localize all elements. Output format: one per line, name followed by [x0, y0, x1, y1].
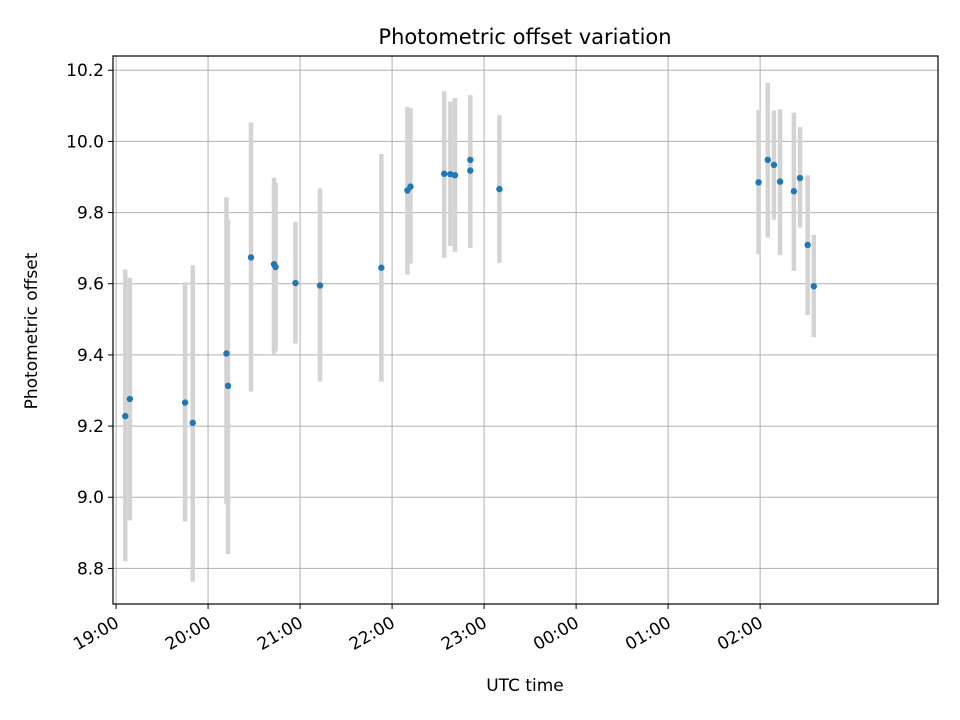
data-point — [126, 395, 134, 403]
data-points — [122, 156, 817, 427]
chart-title: Photometric offset variation — [378, 25, 671, 49]
x-axis-title: UTC time — [486, 676, 564, 696]
y-tick-label: 8.8 — [77, 559, 104, 579]
data-point — [441, 170, 448, 177]
y-tick-label: 10.2 — [66, 61, 104, 81]
data-point — [467, 167, 474, 174]
data-point — [316, 282, 324, 289]
data-point — [796, 174, 804, 182]
data-point — [181, 399, 189, 406]
data-point — [407, 183, 414, 190]
data-point — [223, 350, 230, 357]
data-point — [764, 156, 771, 164]
data-point — [804, 241, 811, 249]
y-tick-label: 9.0 — [77, 488, 104, 508]
data-point — [224, 382, 232, 390]
y-tick-label: 9.8 — [77, 204, 104, 224]
data-point — [189, 419, 196, 427]
data-point — [770, 161, 778, 169]
data-point — [378, 264, 385, 271]
y-tick-label: 10.0 — [66, 132, 104, 152]
y-axis-title: Photometric offset — [22, 252, 42, 409]
y-tick-label: 9.4 — [77, 346, 104, 366]
data-point — [292, 279, 299, 287]
data-point — [790, 188, 798, 195]
data-point — [776, 178, 784, 185]
data-point — [755, 179, 762, 186]
plot-frame — [112, 55, 939, 605]
y-tick-label: 9.6 — [77, 275, 104, 295]
data-point — [467, 156, 474, 164]
data-point — [810, 283, 817, 290]
data-point — [247, 254, 255, 261]
data-point — [272, 263, 279, 271]
y-tick-label: 9.2 — [77, 417, 104, 437]
data-point — [122, 412, 129, 420]
data-point — [496, 185, 503, 193]
data-point — [451, 172, 459, 179]
